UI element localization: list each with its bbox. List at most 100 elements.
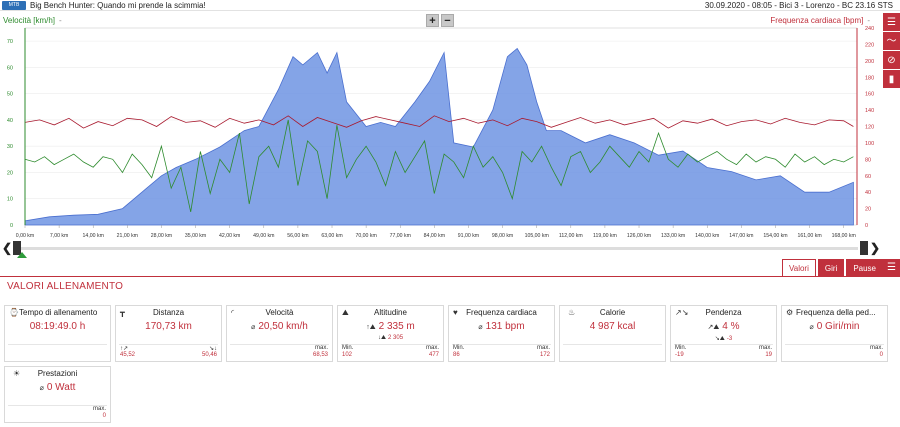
x-axis-tick-label: 14,00 km — [83, 233, 104, 239]
x-axis-tick-label: 91,00 km — [458, 233, 479, 239]
x-axis-tick-label: 154,00 km — [763, 233, 787, 239]
left-axis-tick-label: 40 — [7, 118, 13, 124]
card-title: Velocità — [265, 308, 294, 317]
speed-legend-label: Velocità [km/h] — [3, 16, 56, 25]
heart-rate-legend[interactable]: Frequenza cardiaca [bpm] - — [770, 16, 870, 25]
card-value: 0 Giri/min — [816, 321, 860, 332]
range-handle-start[interactable] — [13, 241, 21, 255]
card-value: 131 bpm — [485, 321, 525, 332]
card-divider — [563, 344, 662, 345]
card-title: Pendenza — [705, 308, 742, 317]
x-axis-tick-label: 161,00 km — [797, 233, 821, 239]
card-title: Distanza — [152, 308, 185, 317]
card-title: Tempo di allenamento — [19, 308, 98, 317]
card-left-label: Min. — [342, 345, 354, 351]
left-axis-tick-label: 70 — [7, 39, 13, 45]
slope-icon: ↗↘ — [675, 308, 689, 317]
heart-rate-legend-dash[interactable]: - — [867, 16, 870, 25]
heart-rate-legend-label: Frequenza cardiaca [bpm] — [770, 16, 864, 25]
card-value: 20,50 km/h — [258, 321, 308, 332]
scroll-right-icon[interactable]: ❯ — [870, 241, 881, 255]
position-marker[interactable] — [17, 252, 27, 258]
list-view-icon[interactable]: ☰ — [883, 259, 900, 276]
tab-valori[interactable]: Valori — [782, 259, 816, 276]
bar-chart-icon[interactable]: ▮ — [883, 70, 900, 89]
card-value-row: ⌀ 0 Watt — [5, 382, 110, 393]
x-axis-tick-label: 140,00 km — [695, 233, 719, 239]
card-prestazioni: ☀ Prestazioni ⌀ 0 Watt max. 0 — [4, 366, 111, 423]
card-calorie: ♨ Calorie 4 987 kcal — [559, 305, 666, 362]
card-right-label: max. — [425, 345, 439, 351]
card-right-value: 0 — [102, 413, 106, 419]
tab-pause[interactable]: Pause — [846, 259, 883, 276]
list-icon[interactable]: ☰ — [883, 13, 900, 32]
road-icon: ┳ — [120, 308, 125, 317]
x-axis-tick-label: 42,00 km — [219, 233, 240, 239]
speed-legend-dash[interactable]: - — [59, 16, 62, 25]
card-left-value: 45,52 — [120, 352, 136, 358]
card-title: Calorie — [599, 308, 626, 317]
right-axis-tick-label: 120 — [865, 125, 874, 131]
card-divider — [341, 344, 440, 345]
x-axis-tick-label: 84,00 km — [424, 233, 445, 239]
right-axis-tick-label: 80 — [865, 157, 871, 163]
x-axis-tick-label: 63,00 km — [321, 233, 342, 239]
card-value-row: ⌀ 20,50 km/h — [227, 321, 332, 332]
x-axis-tick-label: 133,00 km — [661, 233, 685, 239]
x-axis-tick-label: 119,00 km — [593, 233, 617, 239]
card-divider — [674, 344, 773, 345]
right-axis-tick-label: 0 — [865, 223, 868, 229]
card-tempo: ⌚ Tempo di allenamento 08:19:49.0 h — [4, 305, 111, 362]
flame-icon: ♨ — [568, 308, 576, 317]
line-chart-icon[interactable]: 〜 — [883, 32, 900, 51]
tab-giri[interactable]: Giri — [817, 259, 845, 276]
zoom-out-button[interactable]: − — [441, 14, 454, 27]
card-title: Frequenza cardiaca — [466, 308, 537, 317]
card-divider — [119, 344, 218, 345]
ride-info: 30.09.2020 - 08:05 - Bici 3 - Lorenzo - … — [704, 1, 893, 10]
zoom-in-button[interactable]: + — [426, 14, 439, 27]
x-axis-tick-label: 126,00 km — [627, 233, 651, 239]
left-axis-tick-label: 60 — [7, 65, 13, 71]
activity-title: Big Bench Hunter: Quando mi prende la sc… — [30, 1, 206, 10]
stopwatch-icon: ⌚ — [9, 308, 19, 317]
speed-legend[interactable]: Velocità [km/h] - — [3, 16, 62, 25]
average-icon: ⌀ — [251, 324, 256, 331]
right-axis-tick-label: 220 — [865, 42, 874, 48]
average-icon: ⌀ — [809, 324, 814, 331]
card-left-label: Min. — [675, 345, 687, 351]
right-axis-tick-label: 180 — [865, 75, 874, 81]
left-axis-tick-label: 10 — [7, 197, 13, 203]
scroll-track[interactable] — [14, 247, 858, 250]
chart-range-scroller: ❮ ❯ — [0, 241, 900, 255]
average-icon: ⌀ — [39, 385, 44, 392]
card-right-value: 477 — [428, 352, 439, 358]
card-sub-value: -3 — [726, 336, 733, 342]
altitude-area-path — [24, 47, 854, 226]
x-axis-tick-label: 105,00 km — [525, 233, 549, 239]
card-value-row: ↑⛰ 2 335 m — [338, 321, 443, 332]
altitude-area — [24, 47, 854, 226]
card-title: Altitudine — [374, 308, 407, 317]
card-divider — [230, 344, 329, 345]
power-icon: ☀ — [13, 369, 21, 378]
right-axis-tick-label: 60 — [865, 174, 871, 180]
right-axis-tick-label: 160 — [865, 92, 874, 98]
card-right-label: max. — [869, 345, 883, 351]
speedometer-icon: ◜ — [231, 308, 235, 317]
app-header: MTB Big Bench Hunter: Quando mi prende l… — [0, 0, 900, 11]
no-pause-icon[interactable]: ⊘ — [883, 51, 900, 70]
values-tabs: Valori Giri Pause — [780, 259, 883, 276]
scroll-left-icon[interactable]: ❮ — [2, 241, 13, 255]
card-right-value: 172 — [539, 352, 550, 358]
range-handle-end[interactable] — [860, 241, 868, 255]
uphill-icon: ↑↗ — [120, 346, 129, 352]
heart-rate-line — [24, 115, 854, 129]
downhill-icon: ↘⛰ — [714, 336, 725, 342]
descent-icon: ↓⛰ — [377, 335, 387, 341]
card-right-value: 50,46 — [201, 352, 217, 358]
x-axis-tick-label: 0,00 km — [16, 233, 34, 239]
x-axis-tick-label: 70,00 km — [355, 233, 376, 239]
card-value: 2 335 m — [378, 321, 415, 332]
uphill-icon: ↗⛰ — [707, 324, 720, 331]
